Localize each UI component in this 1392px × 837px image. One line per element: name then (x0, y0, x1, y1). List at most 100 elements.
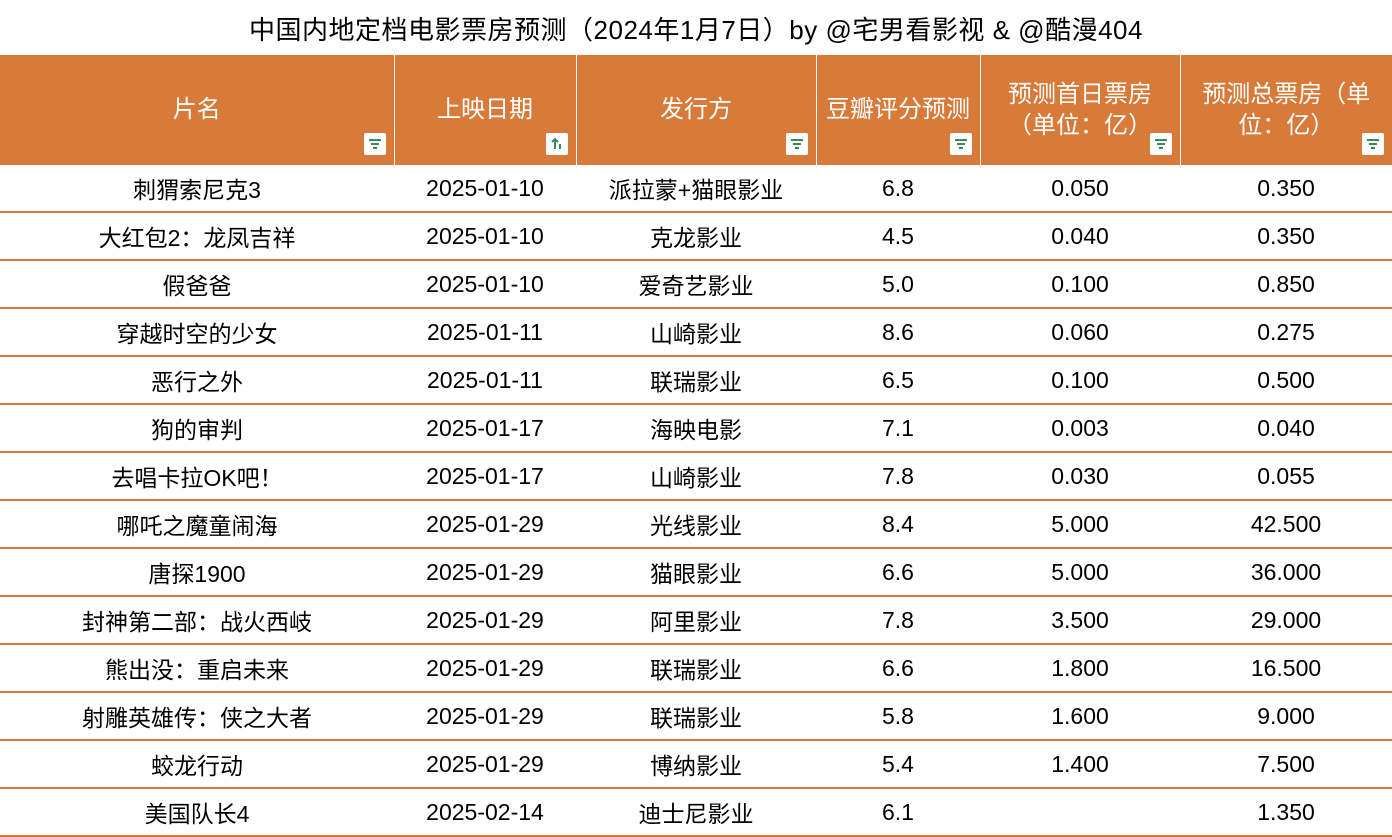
cell-dist: 山崎影业 (576, 308, 816, 356)
table-body: 刺猬索尼克32025-01-10派拉蒙+猫眼影业6.80.0500.350大红包… (0, 165, 1392, 836)
column-header-label: 发行方 (660, 96, 732, 123)
cell-name: 穿越时空的少女 (0, 308, 394, 356)
cell-name: 刺猬索尼克3 (0, 165, 394, 212)
cell-name: 恶行之外 (0, 356, 394, 404)
table-row: 射雕英雄传：侠之大者2025-01-29联瑞影业5.81.6009.000 (0, 692, 1392, 740)
cell-date: 2025-01-10 (394, 165, 576, 212)
cell-date: 2025-01-29 (394, 500, 576, 548)
cell-first: 1.800 (980, 644, 1180, 692)
cell-total: 0.500 (1180, 356, 1392, 404)
cell-date: 2025-01-29 (394, 740, 576, 788)
cell-date: 2025-01-29 (394, 548, 576, 596)
column-header-dist[interactable]: 发行方 (576, 55, 816, 165)
cell-total: 36.000 (1180, 548, 1392, 596)
cell-date: 2025-01-11 (394, 356, 576, 404)
column-header-total[interactable]: 预测总票房（单位：亿） (1180, 55, 1392, 165)
table-row: 刺猬索尼克32025-01-10派拉蒙+猫眼影业6.80.0500.350 (0, 165, 1392, 212)
cell-rating: 4.5 (816, 212, 980, 260)
page-title: 中国内地定档电影票房预测（2024年1月7日）by @宅男看影视 & @酷漫40… (0, 0, 1392, 55)
filter-icon[interactable] (364, 133, 386, 155)
cell-dist: 博纳影业 (576, 740, 816, 788)
cell-total: 29.000 (1180, 596, 1392, 644)
cell-first: 5.000 (980, 548, 1180, 596)
column-header-date[interactable]: 上映日期 (394, 55, 576, 165)
cell-date: 2025-01-29 (394, 596, 576, 644)
cell-first: 0.050 (980, 165, 1180, 212)
cell-rating: 6.8 (816, 165, 980, 212)
cell-dist: 联瑞影业 (576, 692, 816, 740)
column-header-rating[interactable]: 豆瓣评分预测 (816, 55, 980, 165)
column-header-label: 上映日期 (437, 96, 533, 123)
cell-first: 1.400 (980, 740, 1180, 788)
table-row: 唐探19002025-01-29猫眼影业6.65.00036.000 (0, 548, 1392, 596)
cell-first: 0.040 (980, 212, 1180, 260)
column-header-name[interactable]: 片名 (0, 55, 394, 165)
cell-date: 2025-01-10 (394, 260, 576, 308)
cell-dist: 猫眼影业 (576, 548, 816, 596)
column-header-first[interactable]: 预测首日票房（单位：亿） (980, 55, 1180, 165)
cell-name: 去唱卡拉OK吧！ (0, 452, 394, 500)
table-row: 狗的审判2025-01-17海映电影7.10.0030.040 (0, 404, 1392, 452)
cell-rating: 6.6 (816, 644, 980, 692)
filter-icon[interactable] (1150, 133, 1172, 155)
cell-rating: 6.1 (816, 788, 980, 836)
cell-total: 16.500 (1180, 644, 1392, 692)
cell-rating: 8.4 (816, 500, 980, 548)
cell-dist: 联瑞影业 (576, 644, 816, 692)
cell-name: 哪吒之魔童闹海 (0, 500, 394, 548)
cell-total: 42.500 (1180, 500, 1392, 548)
filter-icon[interactable] (950, 133, 972, 155)
forecast-table: 片名 上映日期 发行方 豆瓣评分预测预测首日票房（单位：亿） 预测总票房（单位：亿） 刺… (0, 55, 1392, 837)
cell-dist: 爱奇艺影业 (576, 260, 816, 308)
table-row: 封神第二部：战火西岐2025-01-29阿里影业7.83.50029.000 (0, 596, 1392, 644)
cell-dist: 光线影业 (576, 500, 816, 548)
cell-rating: 7.8 (816, 596, 980, 644)
cell-rating: 5.8 (816, 692, 980, 740)
sort-icon[interactable] (546, 133, 568, 155)
cell-dist: 阿里影业 (576, 596, 816, 644)
filter-icon[interactable] (786, 133, 808, 155)
cell-date: 2025-01-17 (394, 452, 576, 500)
cell-first: 0.003 (980, 404, 1180, 452)
table-row: 假爸爸2025-01-10爱奇艺影业5.00.1000.850 (0, 260, 1392, 308)
cell-total: 0.850 (1180, 260, 1392, 308)
cell-first: 5.000 (980, 500, 1180, 548)
cell-dist: 山崎影业 (576, 452, 816, 500)
cell-date: 2025-01-11 (394, 308, 576, 356)
cell-name: 美国队长4 (0, 788, 394, 836)
column-header-label: 预测首日票房（单位：亿） (1008, 81, 1152, 139)
cell-name: 封神第二部：战火西岐 (0, 596, 394, 644)
filter-icon[interactable] (1362, 133, 1384, 155)
table-row: 熊出没：重启未来2025-01-29联瑞影业6.61.80016.500 (0, 644, 1392, 692)
cell-name: 射雕英雄传：侠之大者 (0, 692, 394, 740)
cell-dist: 海映电影 (576, 404, 816, 452)
cell-total: 1.350 (1180, 788, 1392, 836)
cell-date: 2025-01-17 (394, 404, 576, 452)
table-row: 大红包2：龙凤吉祥2025-01-10克龙影业4.50.0400.350 (0, 212, 1392, 260)
cell-rating: 6.5 (816, 356, 980, 404)
cell-first: 3.500 (980, 596, 1180, 644)
cell-rating: 8.6 (816, 308, 980, 356)
table-row: 蛟龙行动2025-01-29博纳影业5.41.4007.500 (0, 740, 1392, 788)
cell-date: 2025-01-29 (394, 644, 576, 692)
cell-first: 0.060 (980, 308, 1180, 356)
cell-dist: 克龙影业 (576, 212, 816, 260)
cell-date: 2025-01-10 (394, 212, 576, 260)
cell-total: 9.000 (1180, 692, 1392, 740)
cell-name: 唐探1900 (0, 548, 394, 596)
cell-dist: 派拉蒙+猫眼影业 (576, 165, 816, 212)
table-row: 哪吒之魔童闹海2025-01-29光线影业8.45.00042.500 (0, 500, 1392, 548)
cell-rating: 5.4 (816, 740, 980, 788)
cell-rating: 6.6 (816, 548, 980, 596)
column-header-label: 片名 (173, 96, 221, 123)
cell-date: 2025-02-14 (394, 788, 576, 836)
cell-name: 熊出没：重启未来 (0, 644, 394, 692)
cell-total: 0.350 (1180, 212, 1392, 260)
cell-total: 0.350 (1180, 165, 1392, 212)
cell-first: 0.100 (980, 260, 1180, 308)
cell-date: 2025-01-29 (394, 692, 576, 740)
cell-rating: 7.8 (816, 452, 980, 500)
table-row: 去唱卡拉OK吧！2025-01-17山崎影业7.80.0300.055 (0, 452, 1392, 500)
table-row: 穿越时空的少女2025-01-11山崎影业8.60.0600.275 (0, 308, 1392, 356)
cell-total: 0.275 (1180, 308, 1392, 356)
